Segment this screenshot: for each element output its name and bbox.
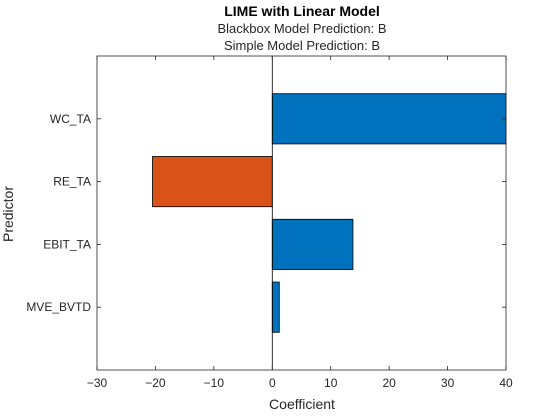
x-tick-label: −10 (204, 376, 225, 390)
axes-box (96, 55, 507, 371)
bar-wc-ta (271, 93, 507, 145)
x-tick-label: 40 (499, 376, 513, 390)
y-tick-label: WC_TA (50, 112, 91, 126)
bar-re-ta (152, 156, 273, 208)
plot-area: −30 −20 −10 0 10 20 30 40 MVE_BVTD EBIT_TA RE_TA WC… (26, 55, 513, 390)
x-tick-label: −20 (145, 376, 166, 390)
chart-subtitle-line-2: Simple Model Prediction: B (224, 38, 380, 53)
x-tick-label: 0 (269, 376, 276, 390)
bar-ebit-ta (271, 218, 354, 270)
chart-title: LIME with Linear Model (224, 3, 380, 19)
y-tick-label: MVE_BVTD (26, 300, 91, 314)
x-tick-label: 10 (324, 376, 338, 390)
chart-subtitle-line-1: Blackbox Model Prediction: B (217, 21, 386, 36)
bar-mve-bvtd (271, 281, 280, 333)
x-tick-label: −30 (87, 376, 108, 390)
y-tick-label: EBIT_TA (43, 237, 91, 251)
y-axis-label: Predictor (0, 186, 16, 242)
x-tick-label: 20 (382, 376, 396, 390)
x-axis-label: Coefficient (269, 396, 335, 412)
x-tick-label: 30 (441, 376, 455, 390)
y-tick-label: RE_TA (53, 175, 91, 189)
